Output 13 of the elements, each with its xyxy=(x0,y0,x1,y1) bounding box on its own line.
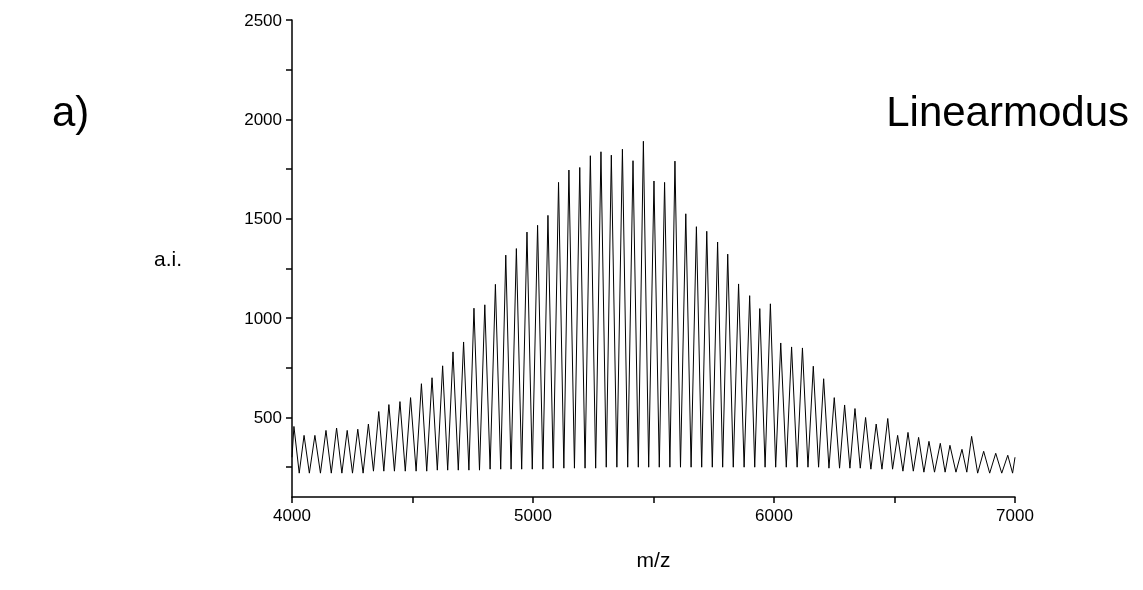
y-tick-label: 2500 xyxy=(244,10,282,30)
annotation: Linearmodus xyxy=(886,87,1129,135)
y-axis-title: a.i. xyxy=(153,247,182,270)
x-tick-label: 5000 xyxy=(514,506,552,525)
y-tick-label: 1000 xyxy=(244,308,282,328)
y-tick-label: 500 xyxy=(253,408,282,427)
x-tick-label: 4000 xyxy=(273,506,311,525)
y-tick-label: 1500 xyxy=(244,209,282,229)
x-tick-label: 7000 xyxy=(996,506,1034,525)
y-tick-label: 2000 xyxy=(244,109,282,129)
x-tick-label: 6000 xyxy=(755,506,793,525)
x-axis-title: m/z xyxy=(636,548,671,571)
text: a) xyxy=(52,87,90,135)
